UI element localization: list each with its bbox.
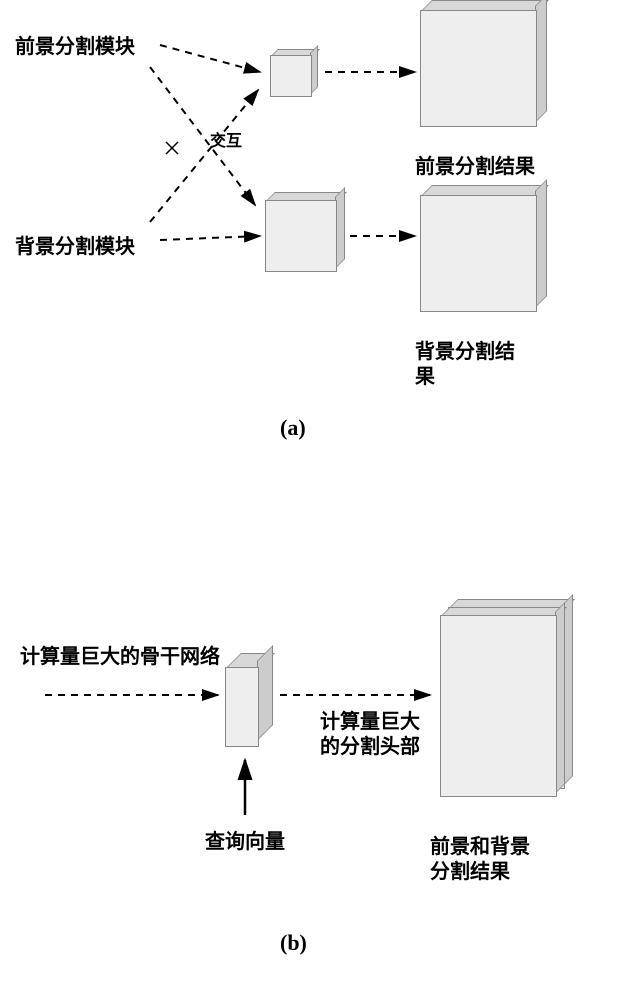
caption-a: (a): [280, 415, 306, 441]
label-fg-module: 前景分割模块: [15, 30, 135, 59]
label-interaction: 交互: [210, 127, 242, 151]
label-result-l2: 分割结果: [430, 855, 510, 884]
label-backbone: 计算量巨大的骨干网络: [20, 640, 220, 669]
label-bg-result-l2: 果: [415, 360, 435, 389]
label-bg-module: 背景分割模块: [15, 230, 135, 259]
label-head-l2: 的分割头部: [320, 730, 420, 759]
label-query: 查询向量: [205, 825, 285, 854]
caption-b: (b): [280, 930, 307, 956]
label-fg-result: 前景分割结果: [415, 150, 535, 179]
